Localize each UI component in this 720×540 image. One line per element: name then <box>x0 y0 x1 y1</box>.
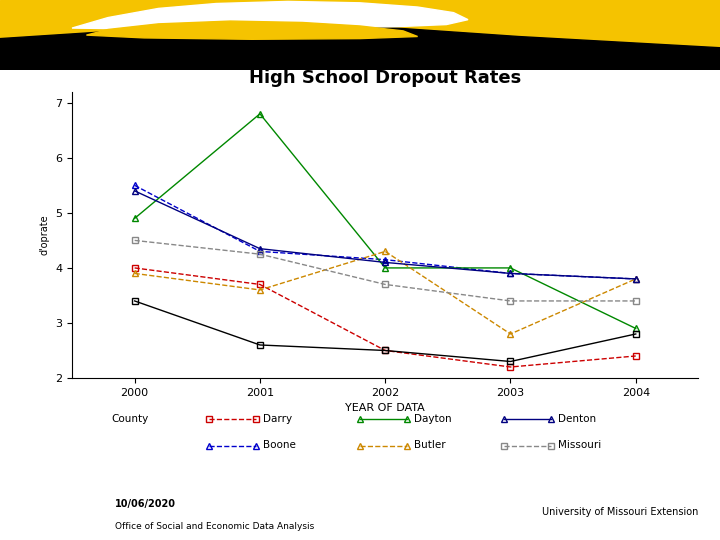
Y-axis label: d'oprate: d'oprate <box>40 214 50 255</box>
Text: Dayton: Dayton <box>414 414 451 423</box>
Text: University of Missouri Extension: University of Missouri Extension <box>542 507 698 517</box>
Text: Denton: Denton <box>558 414 596 423</box>
X-axis label: YEAR OF DATA: YEAR OF DATA <box>346 403 425 413</box>
Text: Missouri: Missouri <box>558 441 601 450</box>
Title: High School Dropout Rates: High School Dropout Rates <box>249 70 521 87</box>
Polygon shape <box>0 26 720 70</box>
Text: Butler: Butler <box>414 441 446 450</box>
Polygon shape <box>86 21 418 39</box>
Text: Office of Social and Economic Data Analysis: Office of Social and Economic Data Analy… <box>115 522 315 531</box>
Text: 10/06/2020: 10/06/2020 <box>115 499 176 509</box>
Polygon shape <box>72 2 468 30</box>
Text: County: County <box>112 414 149 423</box>
Text: Darry: Darry <box>263 414 292 423</box>
Text: Boone: Boone <box>263 441 296 450</box>
